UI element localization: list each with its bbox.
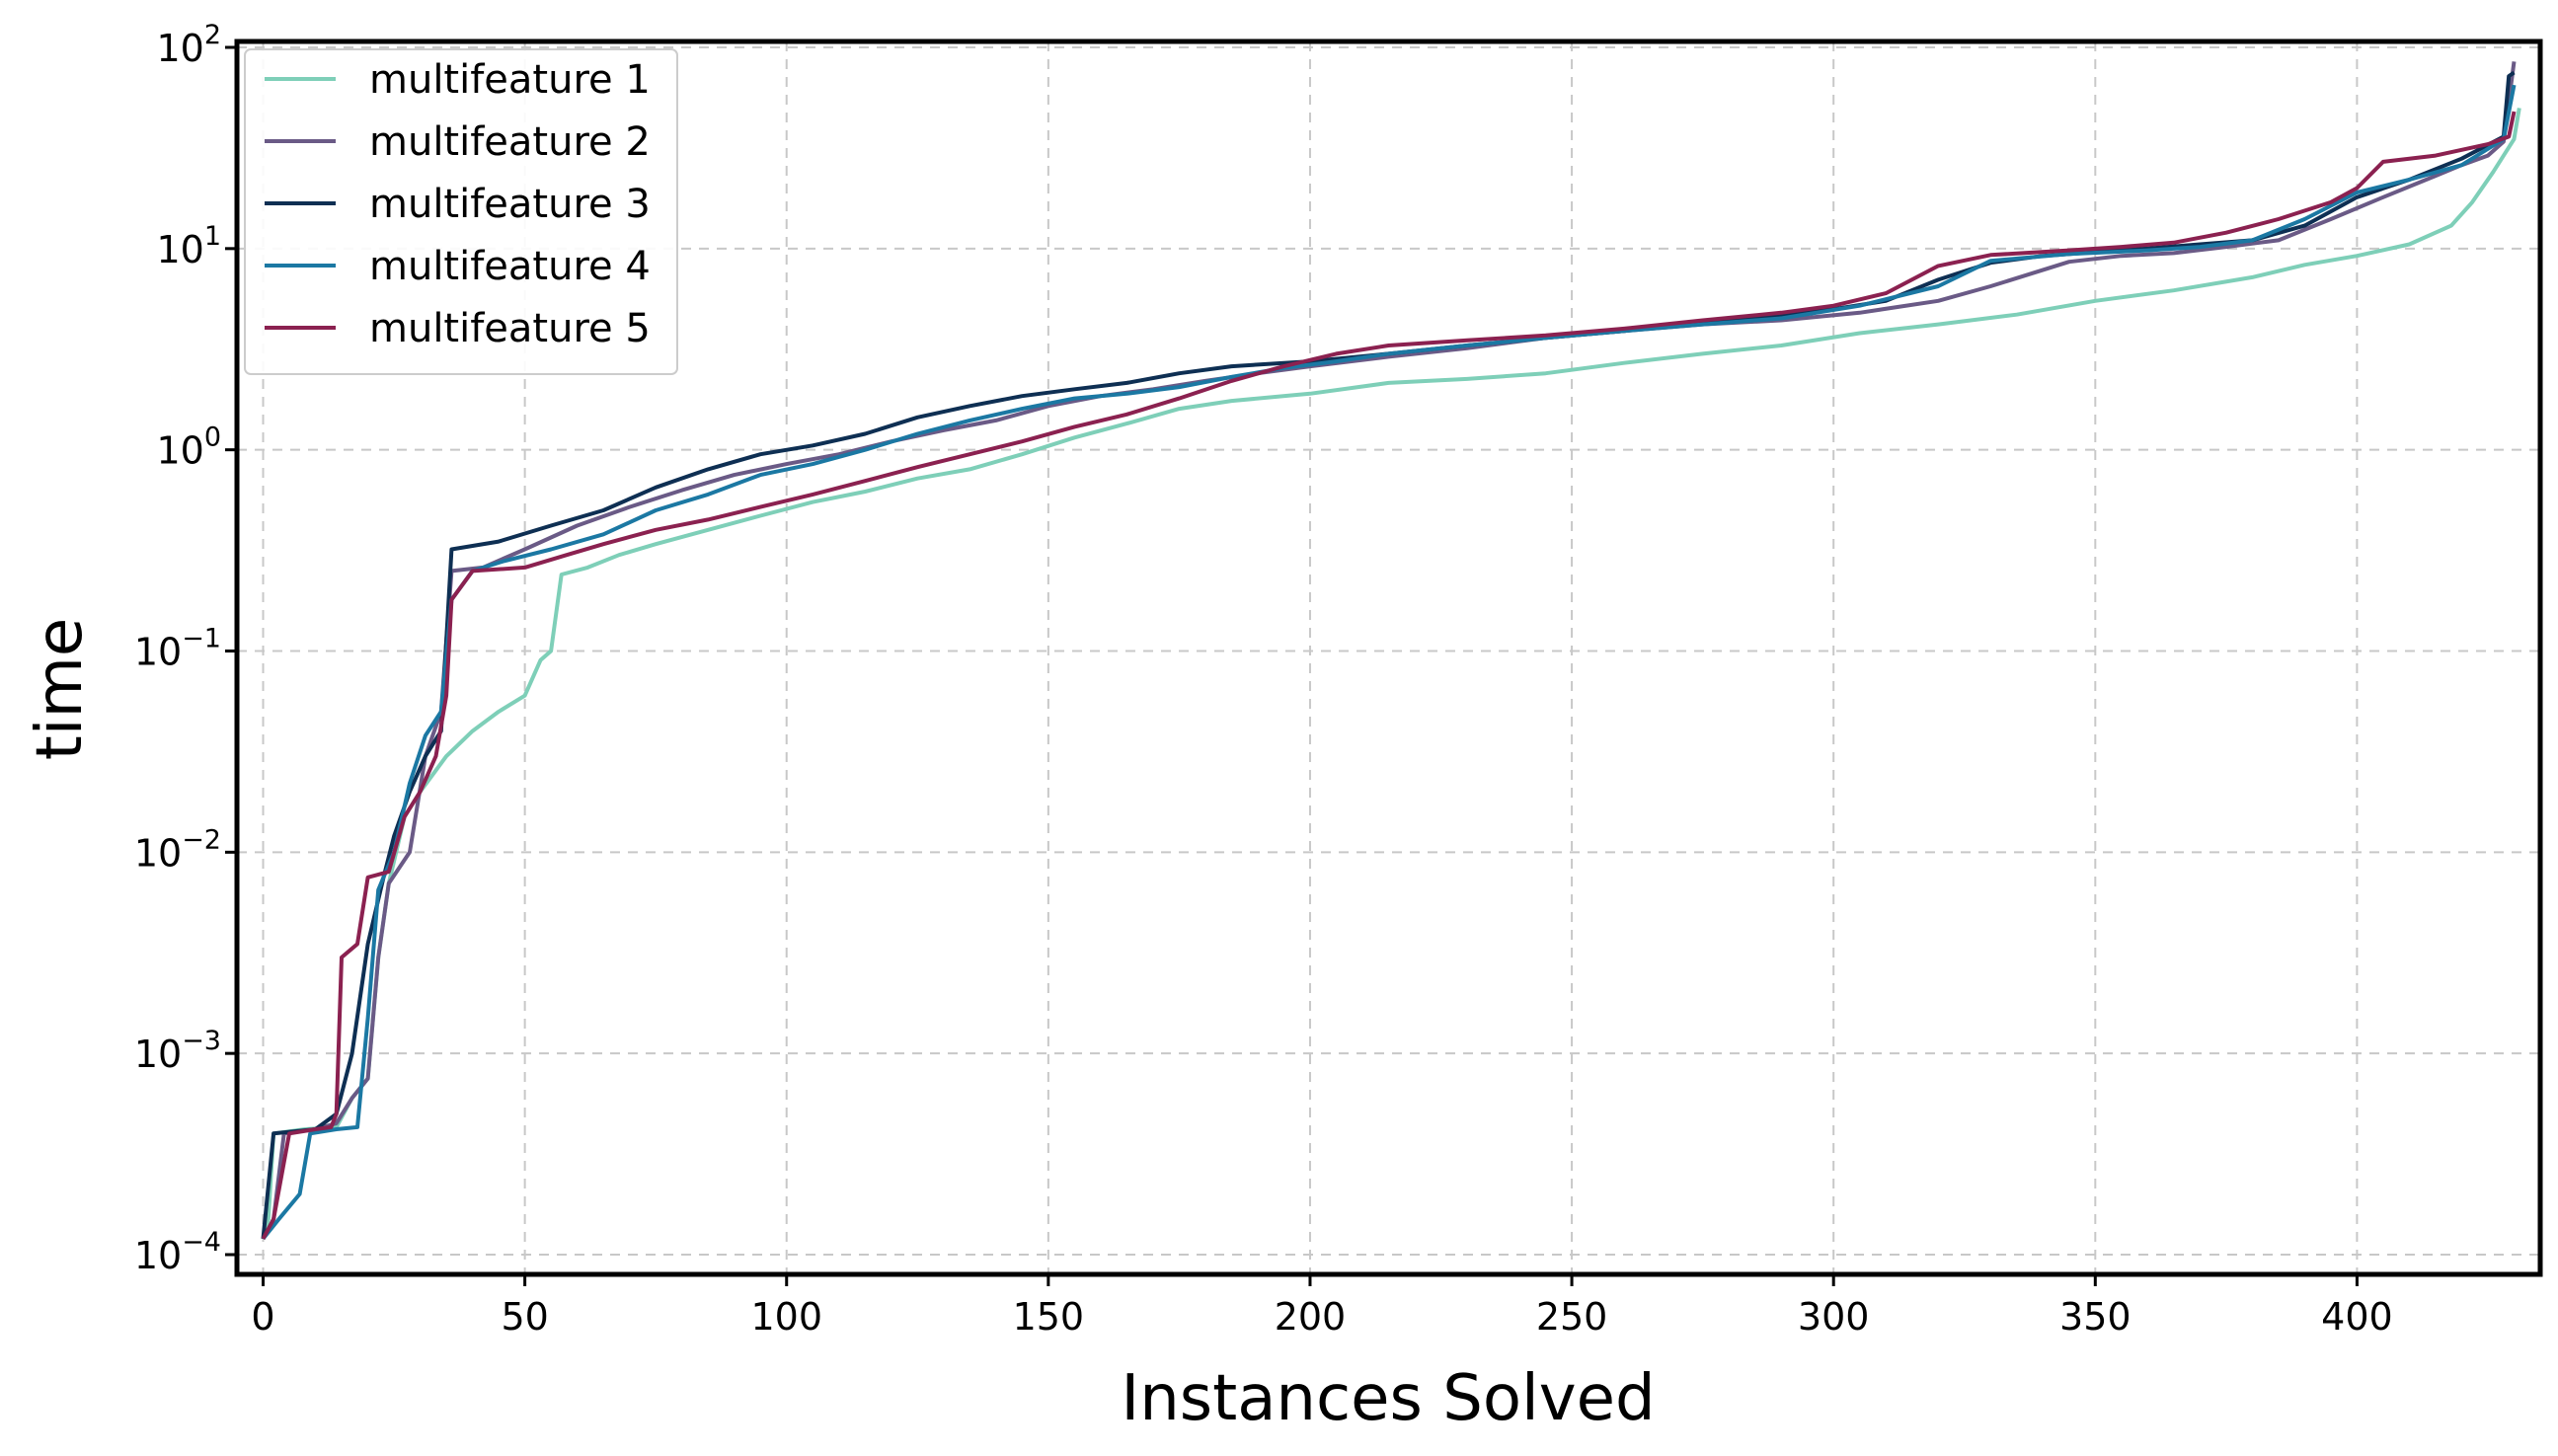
legend-box (244, 48, 678, 375)
y-axis-ticks: 10−4 10−3 10−2 10−1 100 101 102 (134, 20, 237, 1277)
x-tick-label: 250 (1536, 1295, 1608, 1339)
y-axis-title: time (24, 618, 97, 761)
legend: multifeature 1 multifeature 2 multifeature… (244, 48, 678, 375)
x-tick-label: 200 (1275, 1295, 1347, 1339)
series-line-3 (261, 70, 2516, 1240)
legend-label: multifeature 1 (369, 57, 651, 103)
legend-label: multifeature 2 (369, 119, 651, 165)
y-tick-label: 102 (156, 20, 221, 70)
x-tick-label: 350 (2059, 1295, 2132, 1339)
y-tick-label: 10−4 (134, 1227, 221, 1277)
x-axis-title: Instances Solved (1121, 1362, 1655, 1435)
x-tick-label: 400 (2321, 1295, 2393, 1339)
legend-label: multifeature 4 (369, 244, 651, 289)
plot-frame (234, 38, 2543, 1277)
y-tick-label: 10−2 (134, 824, 221, 875)
y-tick-label: 101 (156, 221, 221, 271)
x-tick-label: 150 (1013, 1295, 1085, 1339)
legend-label: multifeature 5 (369, 306, 651, 351)
x-tick-label: 0 (251, 1295, 274, 1339)
series-line-5 (261, 111, 2517, 1240)
x-tick-label: 50 (501, 1295, 548, 1339)
y-tick-label: 10−1 (134, 624, 221, 674)
x-tick-label: 300 (1798, 1295, 1870, 1339)
x-tick-label: 100 (750, 1295, 822, 1339)
y-tick-label: 10−3 (134, 1026, 221, 1076)
y-tick-label: 100 (156, 422, 221, 473)
series-lines (261, 61, 2521, 1241)
x-axis-ticks: 0 50 100 150 200 250 300 350 400 (251, 1274, 2393, 1339)
legend-label: multifeature 3 (369, 182, 651, 227)
